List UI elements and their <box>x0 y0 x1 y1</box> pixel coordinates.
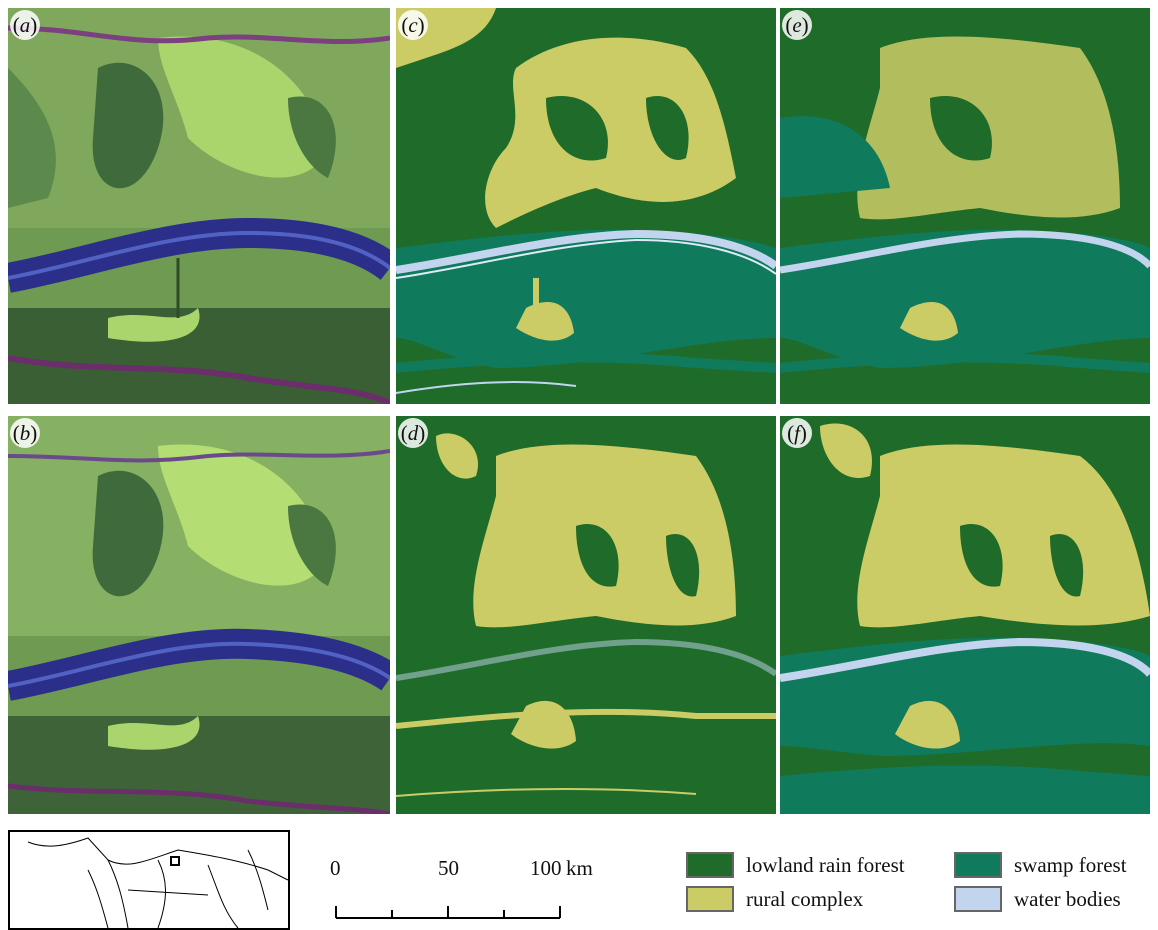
panel-label-a: (a) <box>10 10 40 40</box>
scale-unit: km <box>566 856 593 880</box>
panel-d-classification: (d) <box>396 416 776 814</box>
legend-swatch-lowland-rain-forest <box>686 852 734 878</box>
scale-tick-label-0: 0 <box>330 856 341 880</box>
classification-map-c <box>396 8 776 404</box>
scale-tick-label-100: 100 <box>530 856 562 880</box>
legend-label-lowland-rain-forest: lowland rain forest <box>746 852 905 877</box>
panel-f-classification: (f) <box>780 416 1150 814</box>
satellite-image-a <box>8 8 390 404</box>
panel-label-d: (d) <box>398 418 428 448</box>
scale-tick-label-50: 50 <box>438 856 459 880</box>
legend-label-rural-complex: rural complex <box>746 886 864 911</box>
satellite-image-b <box>8 416 390 814</box>
legend-item-swamp-forest: swamp forest <box>954 852 1127 878</box>
classification-map-e <box>780 8 1150 404</box>
panel-label-f: (f) <box>782 418 812 448</box>
study-area-marker <box>170 856 180 866</box>
classification-map-d <box>396 416 776 814</box>
panel-a-satellite: (a) <box>8 8 390 404</box>
panel-label-b: (b) <box>10 418 40 448</box>
legend-item-water-bodies: water bodies <box>954 886 1121 912</box>
scale-bar-line <box>335 906 561 919</box>
classification-map-f <box>780 416 1150 814</box>
legend-item-lowland-rain-forest: lowland rain forest <box>686 852 905 878</box>
panel-label-e: (e) <box>782 10 812 40</box>
panel-label-c: (c) <box>398 10 428 40</box>
legend-label-water-bodies: water bodies <box>1014 886 1121 911</box>
locator-map-outline <box>8 830 290 930</box>
legend-swatch-rural-complex <box>686 886 734 912</box>
legend-swatch-swamp-forest <box>954 852 1002 878</box>
panel-b-satellite: (b) <box>8 416 390 814</box>
legend-swatch-water-bodies <box>954 886 1002 912</box>
panel-e-classification: (e) <box>780 8 1150 404</box>
panel-c-classification: (c) <box>396 8 776 404</box>
scale-bar: 0 50 100 km <box>320 850 593 930</box>
legend-item-rural-complex: rural complex <box>686 886 863 912</box>
locator-map <box>8 830 290 930</box>
legend-label-swamp-forest: swamp forest <box>1014 852 1127 877</box>
